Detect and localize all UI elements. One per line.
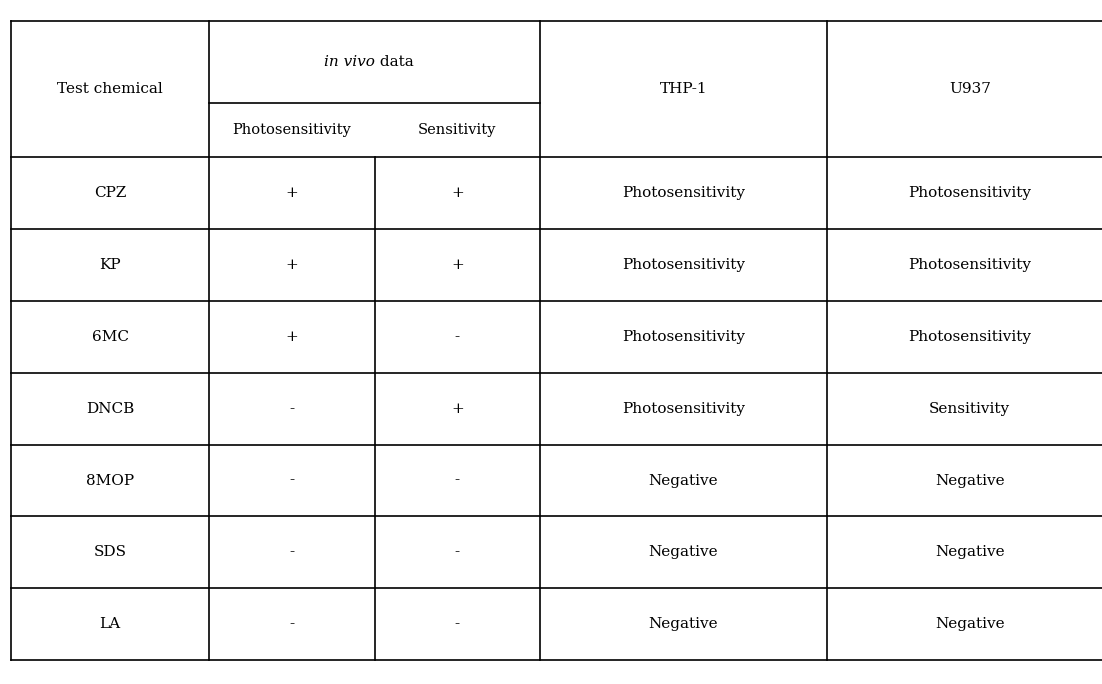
Text: -: -: [455, 617, 460, 631]
Text: Negative: Negative: [934, 545, 1005, 560]
Text: Photosensitivity: Photosensitivity: [622, 258, 745, 272]
Text: DNCB: DNCB: [86, 402, 134, 416]
Text: LA: LA: [99, 617, 121, 631]
Text: 6MC: 6MC: [91, 330, 129, 344]
Text: +: +: [451, 186, 464, 200]
Text: Negative: Negative: [648, 617, 719, 631]
Text: KP: KP: [99, 258, 121, 272]
Text: Sensitivity: Sensitivity: [929, 402, 1011, 416]
Text: Photosensitivity: Photosensitivity: [908, 330, 1031, 344]
Text: Photosensitivity: Photosensitivity: [908, 258, 1031, 272]
Text: data: data: [375, 55, 413, 68]
Text: Sensitivity: Sensitivity: [418, 123, 497, 137]
Text: +: +: [285, 330, 299, 344]
Text: -: -: [290, 473, 294, 488]
Text: Negative: Negative: [648, 545, 719, 560]
Text: Photosensitivity: Photosensitivity: [622, 402, 745, 416]
Text: CPZ: CPZ: [94, 186, 127, 200]
Text: -: -: [455, 330, 460, 344]
Text: +: +: [451, 258, 464, 272]
Text: Photosensitivity: Photosensitivity: [622, 330, 745, 344]
Text: Negative: Negative: [934, 617, 1005, 631]
Text: -: -: [290, 617, 294, 631]
Text: -: -: [290, 545, 294, 560]
Text: -: -: [290, 402, 294, 416]
Text: SDS: SDS: [94, 545, 127, 560]
Text: Photosensitivity: Photosensitivity: [908, 186, 1031, 200]
Text: THP-1: THP-1: [659, 82, 707, 96]
Text: +: +: [451, 402, 464, 416]
Text: +: +: [285, 258, 299, 272]
Text: Negative: Negative: [934, 473, 1005, 488]
Text: Test chemical: Test chemical: [57, 82, 163, 96]
Text: U937: U937: [949, 82, 991, 96]
Text: -: -: [455, 473, 460, 488]
Text: Negative: Negative: [648, 473, 719, 488]
Text: 8MOP: 8MOP: [86, 473, 134, 488]
Text: -: -: [455, 545, 460, 560]
Text: Photosensitivity: Photosensitivity: [233, 123, 352, 137]
Text: in vivo: in vivo: [324, 55, 375, 68]
Text: Photosensitivity: Photosensitivity: [622, 186, 745, 200]
Text: +: +: [285, 186, 299, 200]
